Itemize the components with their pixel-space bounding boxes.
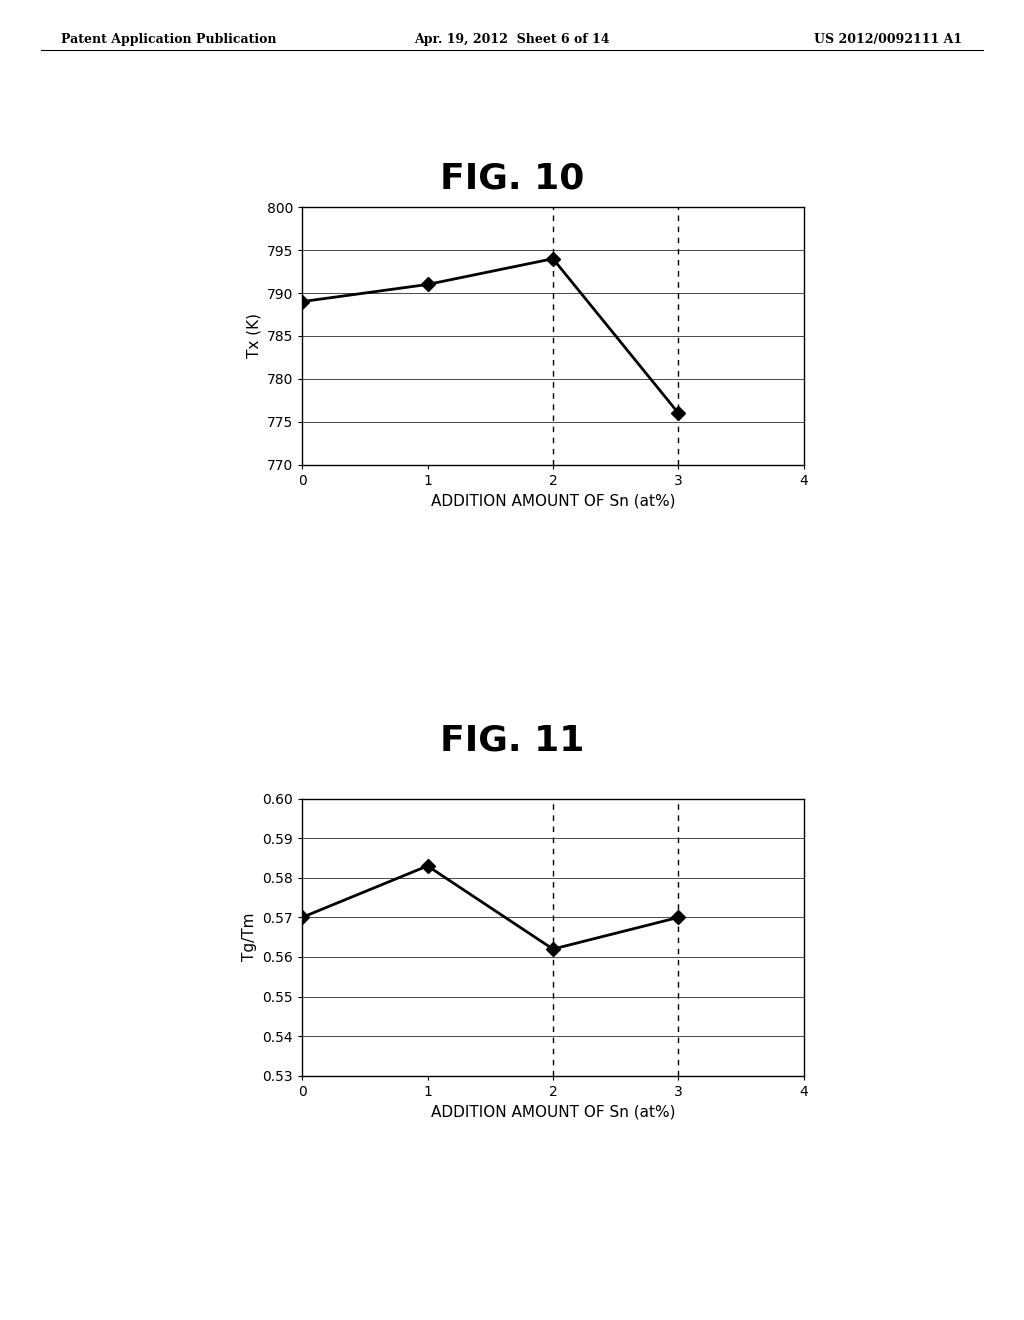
X-axis label: ADDITION AMOUNT OF Sn (at%): ADDITION AMOUNT OF Sn (at%): [431, 494, 675, 508]
Text: Patent Application Publication: Patent Application Publication: [61, 33, 276, 46]
Text: Apr. 19, 2012  Sheet 6 of 14: Apr. 19, 2012 Sheet 6 of 14: [415, 33, 609, 46]
Text: FIG. 11: FIG. 11: [440, 723, 584, 758]
Text: US 2012/0092111 A1: US 2012/0092111 A1: [814, 33, 963, 46]
Y-axis label: Tg/Tm: Tg/Tm: [242, 913, 257, 961]
X-axis label: ADDITION AMOUNT OF Sn (at%): ADDITION AMOUNT OF Sn (at%): [431, 1105, 675, 1119]
Text: FIG. 10: FIG. 10: [440, 161, 584, 195]
Y-axis label: Tx (K): Tx (K): [246, 313, 261, 359]
